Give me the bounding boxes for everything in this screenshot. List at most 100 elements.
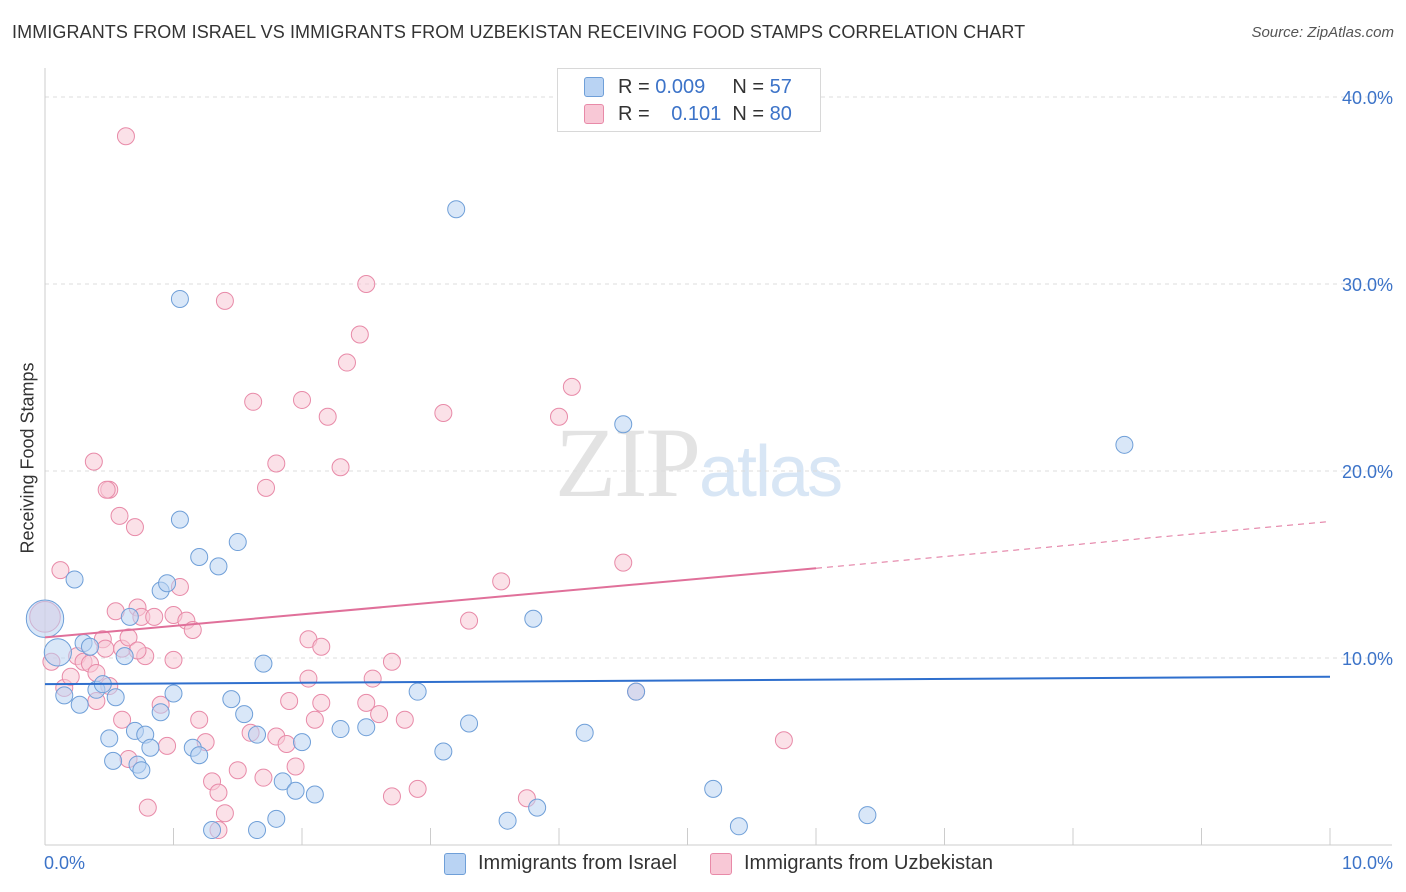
israel-point (273, 772, 292, 791)
legend-row-israel: R = 0.009 N = 57 (584, 74, 792, 100)
uzbekistan-point (382, 652, 401, 671)
uzbekistan-point (51, 561, 70, 580)
israel-point (106, 688, 125, 707)
israel-r-label: R = (618, 75, 650, 98)
uzbekistan-point (774, 731, 793, 750)
israel-point (357, 718, 376, 737)
uzbekistan-legend-swatch (710, 852, 732, 875)
israel-point (447, 200, 466, 219)
x-tick-label: 10.0% (1342, 853, 1393, 873)
uzbekistan-point (363, 669, 382, 688)
y-tick-label: 40.0% (1342, 88, 1393, 108)
israel-point (293, 733, 311, 752)
uzbekistan-point (215, 291, 234, 310)
uzbekistan-point (318, 407, 337, 426)
uzbekistan-point (280, 692, 299, 711)
israel-point (248, 725, 267, 744)
uzbekistan-point (110, 506, 129, 525)
uzbekistan-point (244, 392, 263, 411)
israel-point (120, 607, 139, 626)
israel-point (267, 809, 286, 828)
uzbekistan-point (215, 804, 234, 823)
israel-point (498, 811, 517, 830)
legend-item-uzbekistan: Immigrants from Uzbekistan (710, 852, 993, 875)
uzbekistan-n-value: 80 (769, 102, 792, 125)
israel-point (70, 695, 89, 714)
israel-point (614, 415, 633, 434)
uzbekistan-legend-label: Immigrants from Uzbekistan (744, 852, 993, 874)
uzbekistan-point (125, 518, 144, 537)
uzbekistan-point (158, 736, 177, 755)
israel-point (115, 647, 134, 666)
uzbekistan-swatch (584, 104, 604, 124)
uzbekistan-point (97, 480, 116, 499)
uzbekistan-point (138, 798, 157, 817)
israel-point (151, 703, 170, 722)
uzbekistan-point (357, 275, 376, 293)
uzbekistan-point (113, 710, 132, 729)
uzbekistan-point (190, 710, 209, 729)
uzbekistan-point (312, 637, 331, 656)
uzbekistan-trend-line (44, 567, 817, 639)
watermark-atlas: atlas (699, 432, 843, 512)
israel-point (164, 684, 183, 703)
uzbekistan-point (164, 650, 183, 669)
israel-point (190, 746, 209, 765)
uzbekistan-point (550, 407, 568, 426)
uzbekistan-point (350, 325, 369, 344)
uzbekistan-point (562, 377, 581, 396)
israel-point (158, 574, 177, 593)
israel-legend-label: Immigrants from Israel (478, 852, 677, 874)
israel-point (100, 729, 119, 748)
uzbekistan-point (408, 779, 427, 798)
uzbekistan-point (299, 669, 318, 688)
uzbekistan-point (395, 710, 414, 729)
uzbekistan-point (209, 783, 228, 802)
uzbekistan-point (267, 454, 286, 473)
israel-point (80, 637, 99, 656)
uzbekistan-point (337, 353, 356, 372)
uzbekistan-r-value: 0.101 (671, 102, 722, 125)
israel-point (170, 289, 189, 308)
uzbekistan-point (331, 458, 350, 477)
uzbekistan-point (96, 639, 115, 658)
israel-point (286, 781, 305, 800)
legend-item-israel: Immigrants from Israel (444, 852, 677, 875)
uzbekistan-point (286, 757, 305, 776)
uzbekistan-point (312, 693, 331, 712)
israel-point (704, 779, 723, 798)
israel-point (729, 817, 748, 836)
israel-point (331, 720, 350, 739)
israel-point (524, 609, 543, 628)
israel-point (190, 548, 209, 567)
israel-point (228, 533, 247, 552)
uzbekistan-point (119, 628, 138, 647)
israel-point (104, 751, 123, 770)
israel-point (1115, 435, 1134, 454)
uzbekistan-point (116, 127, 135, 146)
israel-point (434, 742, 453, 761)
x-tick-label: 0.0% (44, 853, 85, 873)
uzbekistan-point (370, 705, 389, 724)
uzbekistan-point (61, 667, 80, 686)
israel-legend-swatch (444, 852, 466, 875)
israel-point (203, 821, 222, 840)
israel-point (858, 806, 877, 825)
israel-n-label: N = (732, 75, 765, 98)
uzbekistan-point (257, 478, 276, 497)
israel-trend-line (44, 675, 1331, 686)
uzbekistan-n-label: N = (732, 102, 765, 125)
uzbekistan-point (84, 452, 103, 471)
israel-point (65, 570, 84, 589)
israel-point (222, 690, 241, 709)
israel-point (528, 798, 547, 817)
israel-n-value: 57 (769, 75, 792, 98)
y-tick-label: 10.0% (1342, 649, 1393, 669)
chart-title: IMMIGRANTS FROM ISRAEL VS IMMIGRANTS FRO… (12, 22, 1026, 42)
correlation-legend: R = 0.009 N = 57 R = 0.101 N = 80 (557, 68, 821, 132)
israel-point (305, 785, 324, 804)
israel-point (235, 705, 254, 724)
israel-point (627, 682, 646, 701)
israel-point (209, 557, 228, 576)
